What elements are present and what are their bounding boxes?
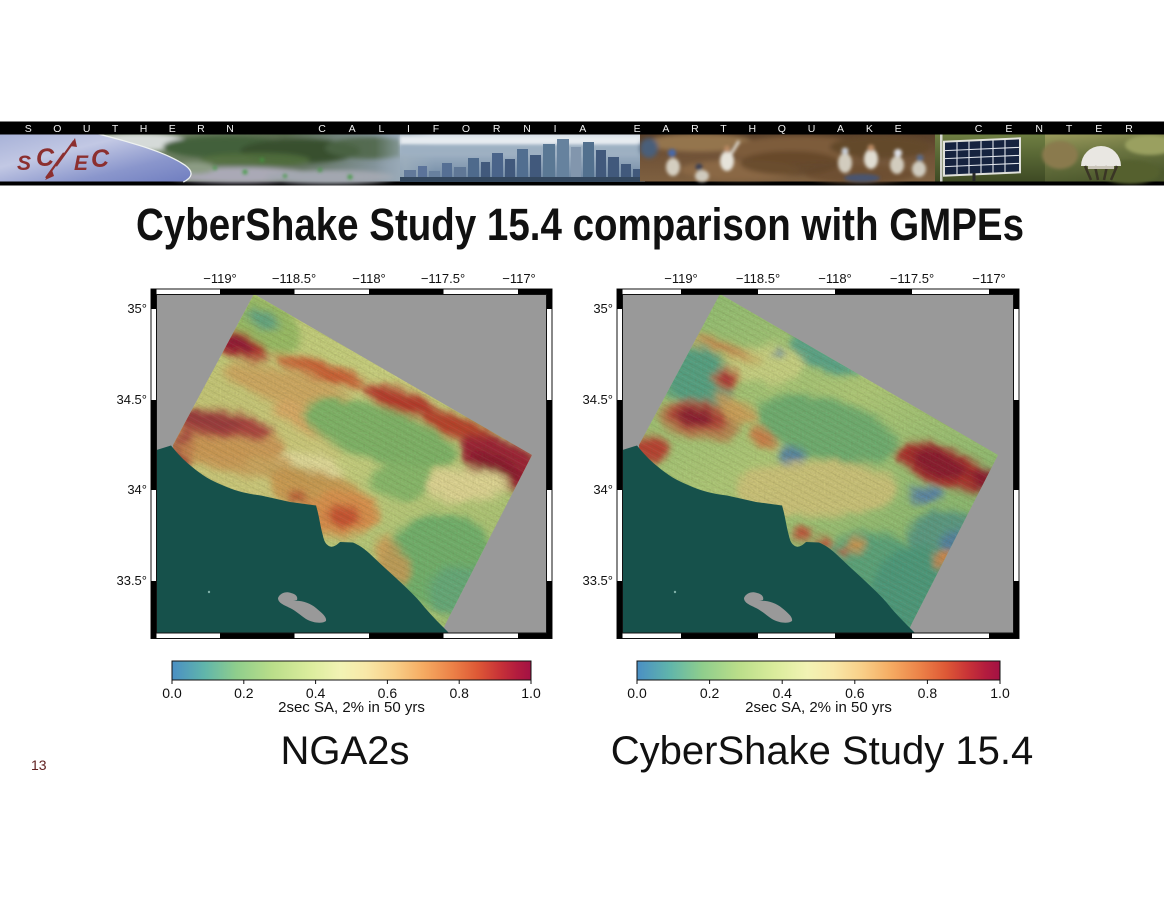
svg-text:−118°: −118° xyxy=(818,271,852,286)
svg-text:0.2: 0.2 xyxy=(700,685,720,701)
svg-text:33.5°: 33.5° xyxy=(582,573,613,588)
svg-text:−117°: −117° xyxy=(502,271,536,286)
svg-text:−118.5°: −118.5° xyxy=(272,271,316,286)
svg-text:−117°: −117° xyxy=(972,271,1006,286)
svg-text:35°: 35° xyxy=(593,301,613,316)
svg-text:0.6: 0.6 xyxy=(845,685,865,701)
svg-text:0.4: 0.4 xyxy=(306,685,326,701)
svg-text:CyberShake Study 15.4: CyberShake Study 15.4 xyxy=(611,729,1033,773)
svg-text:−119°: −119° xyxy=(203,271,237,286)
svg-text:C: C xyxy=(91,145,110,173)
svg-text:0.8: 0.8 xyxy=(449,685,469,701)
svg-text:S: S xyxy=(17,152,31,175)
svg-text:34.5°: 34.5° xyxy=(116,392,147,407)
svg-text:−117.5°: −117.5° xyxy=(890,271,934,286)
svg-text:0.8: 0.8 xyxy=(918,685,938,701)
svg-text:NGA2s: NGA2s xyxy=(281,729,410,773)
svg-text:E: E xyxy=(74,152,89,175)
svg-text:34°: 34° xyxy=(127,482,147,497)
svg-text:−119°: −119° xyxy=(664,271,698,286)
svg-text:1.0: 1.0 xyxy=(990,685,1010,701)
svg-text:0.0: 0.0 xyxy=(162,685,182,701)
svg-text:CyberShake Study 15.4 comparis: CyberShake Study 15.4 comparison with GM… xyxy=(136,199,1024,250)
svg-text:2sec SA, 2% in 50 yrs: 2sec SA, 2% in 50 yrs xyxy=(745,699,892,716)
svg-text:1.0: 1.0 xyxy=(521,685,541,701)
svg-text:−118.5°: −118.5° xyxy=(736,271,780,286)
svg-text:−118°: −118° xyxy=(352,271,386,286)
svg-text:13: 13 xyxy=(31,757,47,773)
svg-text:34.5°: 34.5° xyxy=(582,392,613,407)
svg-text:0.4: 0.4 xyxy=(772,685,792,701)
svg-text:0.2: 0.2 xyxy=(234,685,254,701)
svg-text:0.6: 0.6 xyxy=(378,685,398,701)
svg-text:C: C xyxy=(36,144,55,172)
svg-text:2sec SA, 2% in 50 yrs: 2sec SA, 2% in 50 yrs xyxy=(278,699,425,716)
svg-text:35°: 35° xyxy=(127,301,147,316)
svg-text:−117.5°: −117.5° xyxy=(421,271,465,286)
svg-text:0.0: 0.0 xyxy=(627,685,647,701)
svg-text:34°: 34° xyxy=(593,482,613,497)
svg-text:33.5°: 33.5° xyxy=(116,573,147,588)
